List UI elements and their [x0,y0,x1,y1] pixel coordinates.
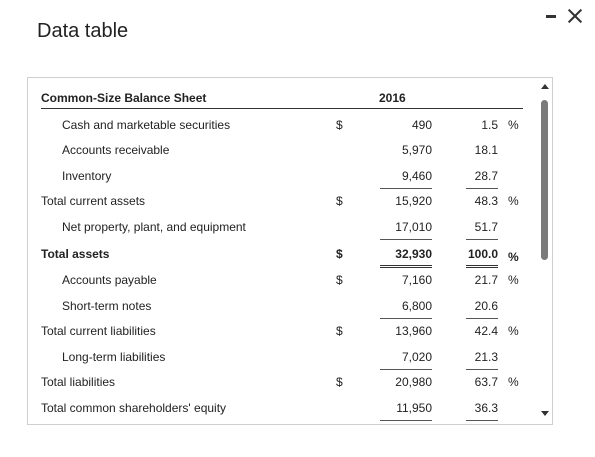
row-amount: 7,160 [401,273,432,287]
table-row: Long-term liabilities 7,020 21.3 [28,348,538,373]
row-label: Long-term liabilities [62,350,166,364]
table-header-label: Common-Size Balance Sheet [41,91,207,105]
row-amount: 5,970 [401,143,432,157]
row-label: Total current assets [41,194,146,208]
table-row: Short-term notes 6,800 20.6 [28,297,538,322]
row-percent: 63.7 [474,375,498,389]
close-icon[interactable] [565,6,585,26]
table-row: Inventory 9,460 28.7 [28,167,538,192]
row-percent-symbol: % [508,194,519,208]
row-amount: 17,010 [380,218,432,240]
row-percent: 18.1 [474,143,498,157]
row-label: Accounts payable [62,273,157,287]
minimize-icon [546,14,556,18]
row-percent-symbol: % [508,324,519,338]
scroll-down-arrow-icon[interactable] [541,411,549,416]
row-percent-symbol: % [508,250,519,264]
row-amount: 13,960 [395,324,432,338]
row-currency: $ [336,273,343,287]
row-percent: 21.7 [474,273,498,287]
table-row: Total current liabilities $ 13,960 42.4 … [28,322,538,347]
row-label: Net property, plant, and equipment [62,220,246,234]
row-amount: 490 [411,118,432,132]
header-divider [41,108,523,109]
row-amount: 11,950 [380,399,432,421]
row-percent: 42.4 [474,324,498,338]
table-row: Total assets $ 32,930 100.0 % [28,245,538,270]
window-title: Data table [37,20,129,42]
vertical-scrollbar[interactable] [538,78,552,424]
row-percent: 51.7 [466,218,498,240]
window-controls [543,6,585,26]
row-label: Total assets [41,247,110,261]
row-label: Accounts receivable [62,143,170,157]
minimize-button[interactable] [543,6,559,26]
row-label: Total liabilities [41,375,116,389]
row-currency: $ [336,118,343,132]
row-percent: 36.3 [466,399,498,421]
scroll-thumb[interactable] [541,100,548,260]
row-label: Short-term notes [62,299,152,313]
row-amount: 9,460 [380,167,432,189]
table-row: Accounts payable $ 7,160 21.7 % [28,271,538,296]
row-percent: 1.5 [481,118,498,132]
row-percent-symbol: % [508,273,519,287]
row-label: Inventory [62,169,112,183]
table-row: Total liabilities $ 20,980 63.7 % [28,373,538,398]
row-percent-symbol: % [508,118,519,132]
row-label: Cash and marketable securities [62,118,231,132]
row-percent: 20.6 [466,297,498,319]
row-currency: $ [336,375,343,389]
table-row: Cash and marketable securities $ 490 1.5… [28,116,538,141]
row-amount: 15,920 [395,194,432,208]
row-label: Total common shareholders' equity [41,401,227,415]
row-amount: 20,980 [395,375,432,389]
row-currency: $ [336,247,343,261]
row-currency: $ [336,324,343,338]
data-table-frame: Common-Size Balance Sheet 2016 Cash and … [27,77,553,425]
table-row: Accounts receivable 5,970 18.1 [28,141,538,166]
row-amount: 32,930 [380,245,432,268]
row-percent: 100.0 [466,245,498,268]
table-header-year: 2016 [379,91,406,105]
row-amount: 6,800 [380,297,432,319]
row-percent-symbol: % [508,375,519,389]
balance-sheet-table: Common-Size Balance Sheet 2016 Cash and … [28,78,538,424]
table-row: Total common shareholders' equity 11,950… [28,399,538,424]
row-amount: 7,020 [380,348,432,370]
row-label: Total current liabilities [41,324,156,338]
row-percent: 48.3 [474,194,498,208]
row-currency: $ [336,194,343,208]
table-row: Net property, plant, and equipment 17,01… [28,218,538,243]
table-row: Total current assets $ 15,920 48.3 % [28,192,538,217]
scroll-up-arrow-icon[interactable] [541,84,549,89]
row-percent: 21.3 [466,348,498,370]
row-percent: 28.7 [466,167,498,189]
